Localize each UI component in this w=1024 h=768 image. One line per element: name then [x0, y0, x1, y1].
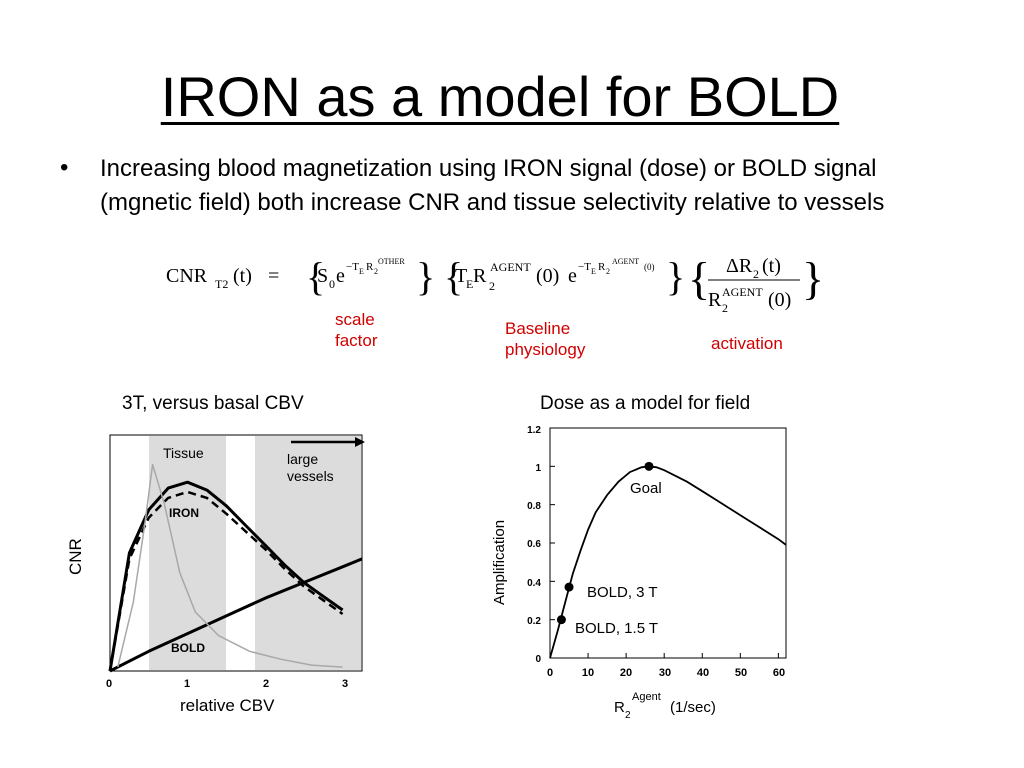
tissue-distribution-line [117, 463, 343, 668]
bullet-text: Increasing blood magnetization using IRO… [100, 155, 885, 216]
eq-t2-exp-R: R [598, 261, 606, 273]
x-tick: 50 [735, 667, 747, 679]
data-point [564, 582, 574, 592]
y-tick: 1.2 [527, 425, 541, 436]
y-tick: 0 [535, 654, 541, 665]
eq-t1-exp-R: R [366, 261, 374, 273]
eq-t1-S: S [317, 265, 328, 287]
y-axis-label: CNR [66, 538, 85, 575]
eq-t2-exp: −T [578, 261, 591, 273]
activation-annotation: activation [711, 334, 783, 353]
eq-brace: { [444, 254, 463, 299]
y-tick: 0.2 [527, 616, 541, 627]
amplification-vs-r2-chart: 0 0.2 0.4 0.6 0.8 1 1.2 0 10 20 30 40 50… [491, 425, 787, 721]
eq-t1-e: e [336, 265, 345, 287]
x-tick-labels: 0 10 20 30 40 50 60 [547, 667, 785, 679]
bullet-marker: • [60, 154, 69, 181]
bold-label: BOLD [171, 641, 205, 655]
y-tick: 1 [535, 463, 541, 474]
eq-t1-exp-R-sup: OTHER [378, 257, 405, 266]
axis-ticks [550, 427, 779, 658]
bold15-label: BOLD, 1.5 T [575, 620, 658, 637]
y-tick: 0.8 [527, 501, 541, 512]
left-figure-caption: 3T, versus basal CBV [122, 393, 304, 414]
eq-t2-R-sub: 2 [489, 279, 495, 293]
bold-line [109, 557, 363, 673]
iron-dashed-line [108, 490, 344, 672]
eq-t2-T: T [455, 265, 467, 287]
x-tick: 10 [582, 667, 594, 679]
x-ticks: 0 1 2 3 [106, 678, 348, 690]
vessels-label-2: vessels [287, 468, 334, 484]
x-tick: 40 [697, 667, 709, 679]
eq-lhs: CNR [166, 265, 208, 287]
cnr-equation: CNR T2 (t) = { S 0 e −T E R 2 OTHER } { … [166, 253, 824, 315]
x-tick: 0 [106, 678, 112, 690]
x-axis-label-R: R [614, 699, 625, 716]
right-figure-caption: Dose as a model for field [540, 393, 751, 414]
y-tick-labels: 0 0.2 0.4 0.6 0.8 1 1.2 [527, 425, 541, 665]
eq-t1-S-sub: 0 [329, 277, 335, 291]
eq-lhs-arg: (t) [233, 265, 252, 287]
bold3-label: BOLD, 3 T [587, 584, 658, 601]
eq-t2-T-sub: E [466, 277, 473, 291]
x-axis-label: R 2 Agent (1/sec) [614, 691, 716, 721]
eq-brace: { [688, 253, 710, 304]
eq-t2-R-sup: AGENT [490, 260, 531, 274]
eq-t2-exp-R-sub: 2 [606, 267, 610, 276]
series-group [108, 463, 363, 673]
x-tick: 0 [547, 667, 553, 679]
x-tick: 1 [184, 678, 190, 690]
cnr-vs-cbv-chart: Tissue large vessels IRON BOLD 0 1 2 3 r… [66, 434, 365, 715]
x-axis-label: relative CBV [180, 696, 275, 715]
eq-brace: } [666, 254, 685, 299]
eq-brace: } [416, 254, 435, 299]
eq-equals: = [268, 265, 279, 287]
eq-frac-den: R [708, 289, 722, 311]
eq-t2-exp-zero: (0) [644, 262, 655, 272]
eq-t2-zero: (0) [536, 265, 559, 287]
eq-t1-exp-sub: E [359, 267, 364, 276]
x-axis-label-unit: (1/sec) [670, 699, 716, 716]
eq-t2-exp-R-sup: AGENT [612, 257, 639, 266]
eq-brace: } [802, 253, 824, 304]
plot-frame [549, 427, 787, 659]
vessels-arrow-head [355, 437, 365, 447]
eq-frac-den-sub: 2 [722, 301, 728, 315]
series-group [549, 461, 787, 659]
eq-t1-exp-R-sub: 2 [374, 267, 378, 276]
eq-t1-exp: −T [346, 261, 359, 273]
eq-frac-num: ΔR [726, 255, 753, 277]
data-point [556, 615, 566, 625]
x-tick: 3 [342, 678, 348, 690]
x-tick: 20 [620, 667, 632, 679]
y-tick: 0.6 [527, 539, 541, 550]
x-tick: 60 [773, 667, 785, 679]
eq-lhs-sub: T2 [215, 277, 228, 291]
goal-label: Goal [630, 480, 662, 497]
eq-t2-exp-sub: E [591, 267, 596, 276]
eq-t2-R: R [473, 265, 487, 287]
eq-frac-den-sup: AGENT [722, 285, 763, 299]
x-axis-label-sub: 2 [625, 710, 631, 721]
eq-frac-num-arg: (t) [762, 255, 781, 277]
vessels-label-1: large [287, 451, 318, 467]
eq-frac-num-sub: 2 [753, 267, 759, 281]
scale-factor-annotation: scale factor [335, 310, 378, 350]
eq-brace: { [306, 254, 325, 299]
iron-label: IRON [169, 506, 199, 520]
y-tick: 0.4 [527, 578, 541, 589]
x-tick: 30 [659, 667, 671, 679]
baseline-annotation: Baseline physiology [505, 319, 586, 359]
eq-frac-den-arg: (0) [768, 289, 791, 311]
eq-t2-e: e [568, 265, 577, 287]
tissue-label: Tissue [163, 445, 204, 461]
data-point [644, 461, 654, 471]
slide-title: IRON as a model for BOLD [160, 65, 840, 128]
y-axis-label: Amplification [491, 520, 508, 605]
x-axis-label-sup: Agent [632, 691, 661, 703]
x-tick: 2 [263, 678, 269, 690]
